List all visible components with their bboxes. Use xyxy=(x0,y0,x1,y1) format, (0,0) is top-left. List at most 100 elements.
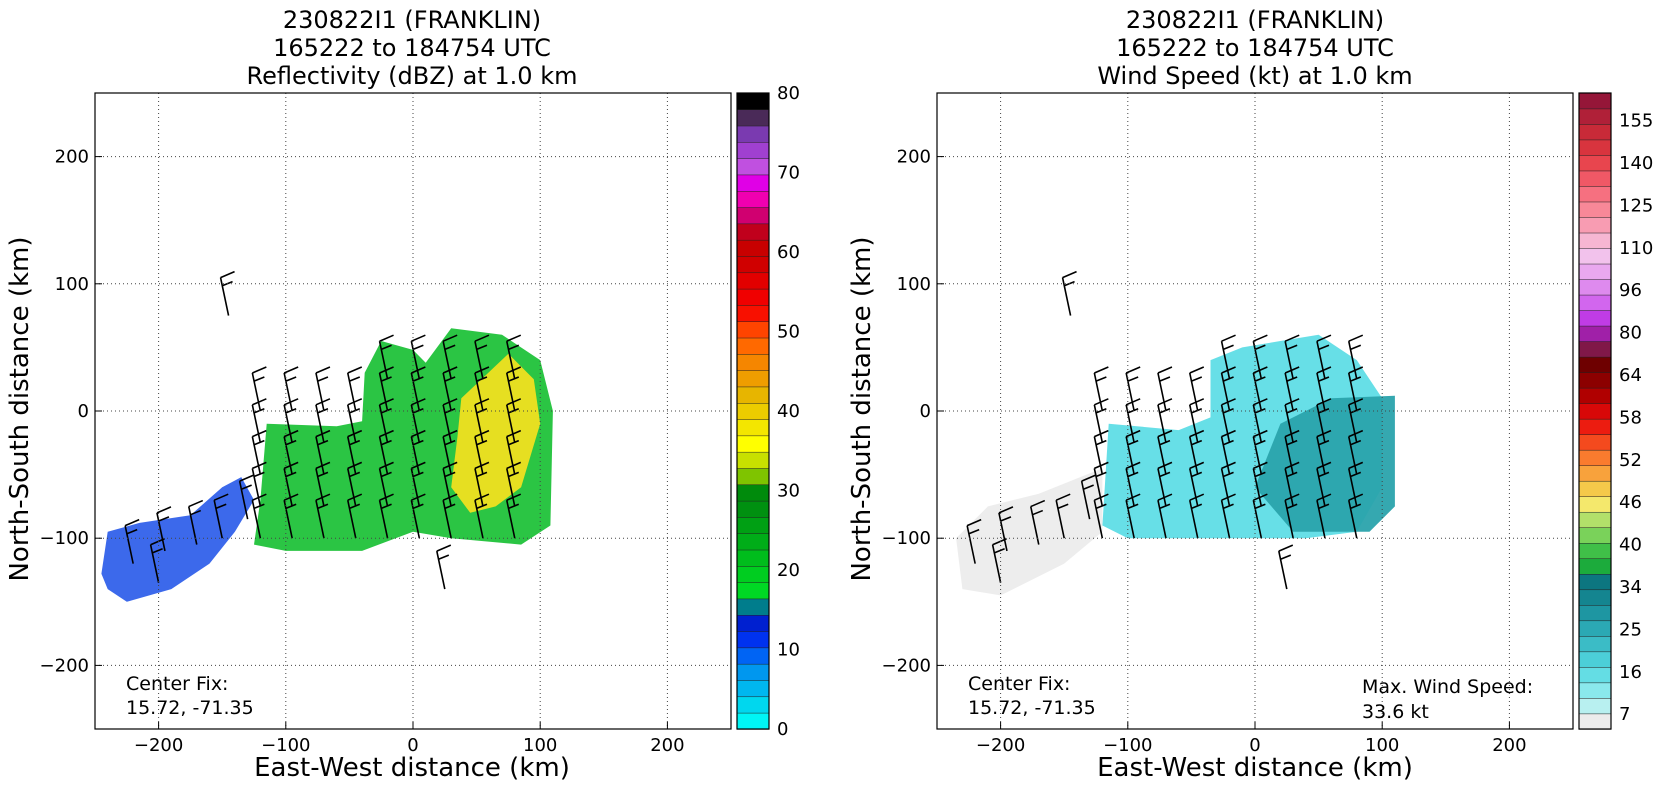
panel1-title-line3: Reflectivity (dBZ) at 1.0 km xyxy=(247,62,578,90)
colorbar-swatch xyxy=(1578,371,1612,389)
colorbar-swatch xyxy=(1578,558,1612,575)
wind-barb xyxy=(1220,334,1236,380)
colorbar-swatch xyxy=(736,288,770,306)
panel1-colorbar: 0 10 20 30 40 50 60 70 80 xyxy=(736,83,800,740)
colorbar-swatch xyxy=(1578,697,1612,715)
x-tick-label: 200 xyxy=(1492,735,1526,756)
wind-barb xyxy=(1347,398,1364,443)
colorbar-tick-label: 20 xyxy=(777,560,800,581)
colorbar-swatch xyxy=(1578,278,1612,296)
wind-barb xyxy=(1284,334,1300,380)
colorbar-swatch xyxy=(1578,542,1612,560)
wind-barb xyxy=(474,366,490,412)
wind-barb xyxy=(315,493,331,539)
wind-barb xyxy=(410,429,426,475)
wind-barb xyxy=(1316,398,1332,443)
wind-barb xyxy=(283,429,299,475)
wind-barb xyxy=(1125,429,1141,475)
colorbar-swatch xyxy=(736,369,770,388)
colorbar-frame xyxy=(736,92,770,730)
panel-wind-speed: 230822I1 (FRANKLIN) 165222 to 184754 UTC… xyxy=(847,6,1653,783)
colorbar-swatch xyxy=(1578,170,1612,187)
colorbar-swatch xyxy=(736,581,770,600)
colorbar-tick-label: 80 xyxy=(777,83,800,104)
panel1-center-fix-label: Center Fix: xyxy=(126,673,228,695)
wind-barb xyxy=(1252,493,1268,539)
wind-barb xyxy=(505,366,522,412)
wind-barb xyxy=(1125,366,1141,412)
x-tick-label: 200 xyxy=(650,735,684,756)
panel2-max-wind-label: Max. Wind Speed: xyxy=(1362,676,1533,698)
colorbar-tick-label: 140 xyxy=(1619,153,1653,174)
y-tick-label: 100 xyxy=(55,274,89,295)
colorbar-swatch xyxy=(1578,465,1612,482)
colorbar-swatch xyxy=(736,402,770,420)
colorbar-swatch xyxy=(736,614,770,632)
wind-barb xyxy=(436,544,452,590)
wind-barb xyxy=(1347,429,1364,475)
colorbar-tick-label: 58 xyxy=(1619,407,1642,428)
wind-barb xyxy=(378,429,394,475)
colorbar-tick-label: 70 xyxy=(777,163,800,184)
wind-barb xyxy=(124,518,140,564)
colorbar-swatch xyxy=(736,712,770,730)
colorbar-swatch xyxy=(1578,434,1612,451)
colorbar-swatch xyxy=(736,598,770,616)
colorbar-swatch xyxy=(1578,232,1612,249)
wind-barb xyxy=(251,366,267,412)
wind-barb xyxy=(149,537,165,583)
x-tick-label: 100 xyxy=(1365,735,1399,756)
colorbar-swatch xyxy=(1578,496,1612,513)
wind-barb xyxy=(442,461,458,507)
wind-barb xyxy=(1316,493,1332,539)
colorbar-swatch xyxy=(1578,294,1612,311)
colorbar-swatch xyxy=(736,533,770,551)
colorbar-swatch xyxy=(1578,247,1612,265)
panel2-center-fix-value: 15.72, -71.35 xyxy=(968,697,1096,719)
colorbar-swatch xyxy=(736,663,770,681)
colorbar-swatch xyxy=(1578,216,1612,234)
wind-barb xyxy=(1252,398,1268,443)
wind-barb xyxy=(1284,366,1300,412)
wind-barb xyxy=(1220,429,1236,475)
panel2-title-line3: Wind Speed (kt) at 1.0 km xyxy=(1097,62,1412,90)
wind-barb xyxy=(474,398,490,443)
colorbar-swatch xyxy=(1578,573,1612,591)
colorbar-swatch xyxy=(736,92,770,110)
colorbar-swatch xyxy=(736,549,770,567)
colorbar-swatch xyxy=(1578,325,1612,342)
colorbar-swatch xyxy=(1578,387,1612,404)
wind-barb xyxy=(410,493,426,539)
colorbar-swatch xyxy=(736,679,770,698)
colorbar-swatch xyxy=(1578,123,1612,141)
wind-barb xyxy=(966,518,982,564)
wind-barb xyxy=(283,461,299,507)
colorbar-swatch xyxy=(736,630,770,649)
wind-barb xyxy=(1347,493,1364,539)
wind-barb xyxy=(1252,366,1268,412)
colorbar-swatch xyxy=(1578,449,1612,466)
colorbar-swatch xyxy=(1578,620,1612,637)
x-tick-label: 0 xyxy=(1249,735,1260,756)
y-tick-label: −100 xyxy=(40,528,89,549)
wind-barb xyxy=(1316,429,1332,475)
colorbar-swatch xyxy=(1578,154,1612,172)
wind-barb xyxy=(505,334,522,380)
wind-barb xyxy=(474,461,490,507)
wind-barb xyxy=(474,493,490,539)
colorbar-tick-label: 96 xyxy=(1619,280,1642,301)
wind-barb xyxy=(1284,429,1300,475)
x-tick-label: 0 xyxy=(407,735,418,756)
wind-barb xyxy=(505,429,522,475)
panel2-ylabel: North-South distance (km) xyxy=(847,236,877,581)
wind-barb xyxy=(346,461,363,507)
colorbar-swatch xyxy=(736,304,770,322)
colorbar-swatch xyxy=(736,435,770,453)
colorbar-swatch xyxy=(736,467,770,486)
colorbar-tick-label: 46 xyxy=(1619,492,1642,513)
colorbar-swatch xyxy=(736,239,770,257)
colorbar-swatch xyxy=(736,321,770,339)
wind-barb xyxy=(346,429,363,475)
colorbar-swatch xyxy=(1578,713,1612,730)
colorbar-tick-label: 64 xyxy=(1619,365,1642,386)
